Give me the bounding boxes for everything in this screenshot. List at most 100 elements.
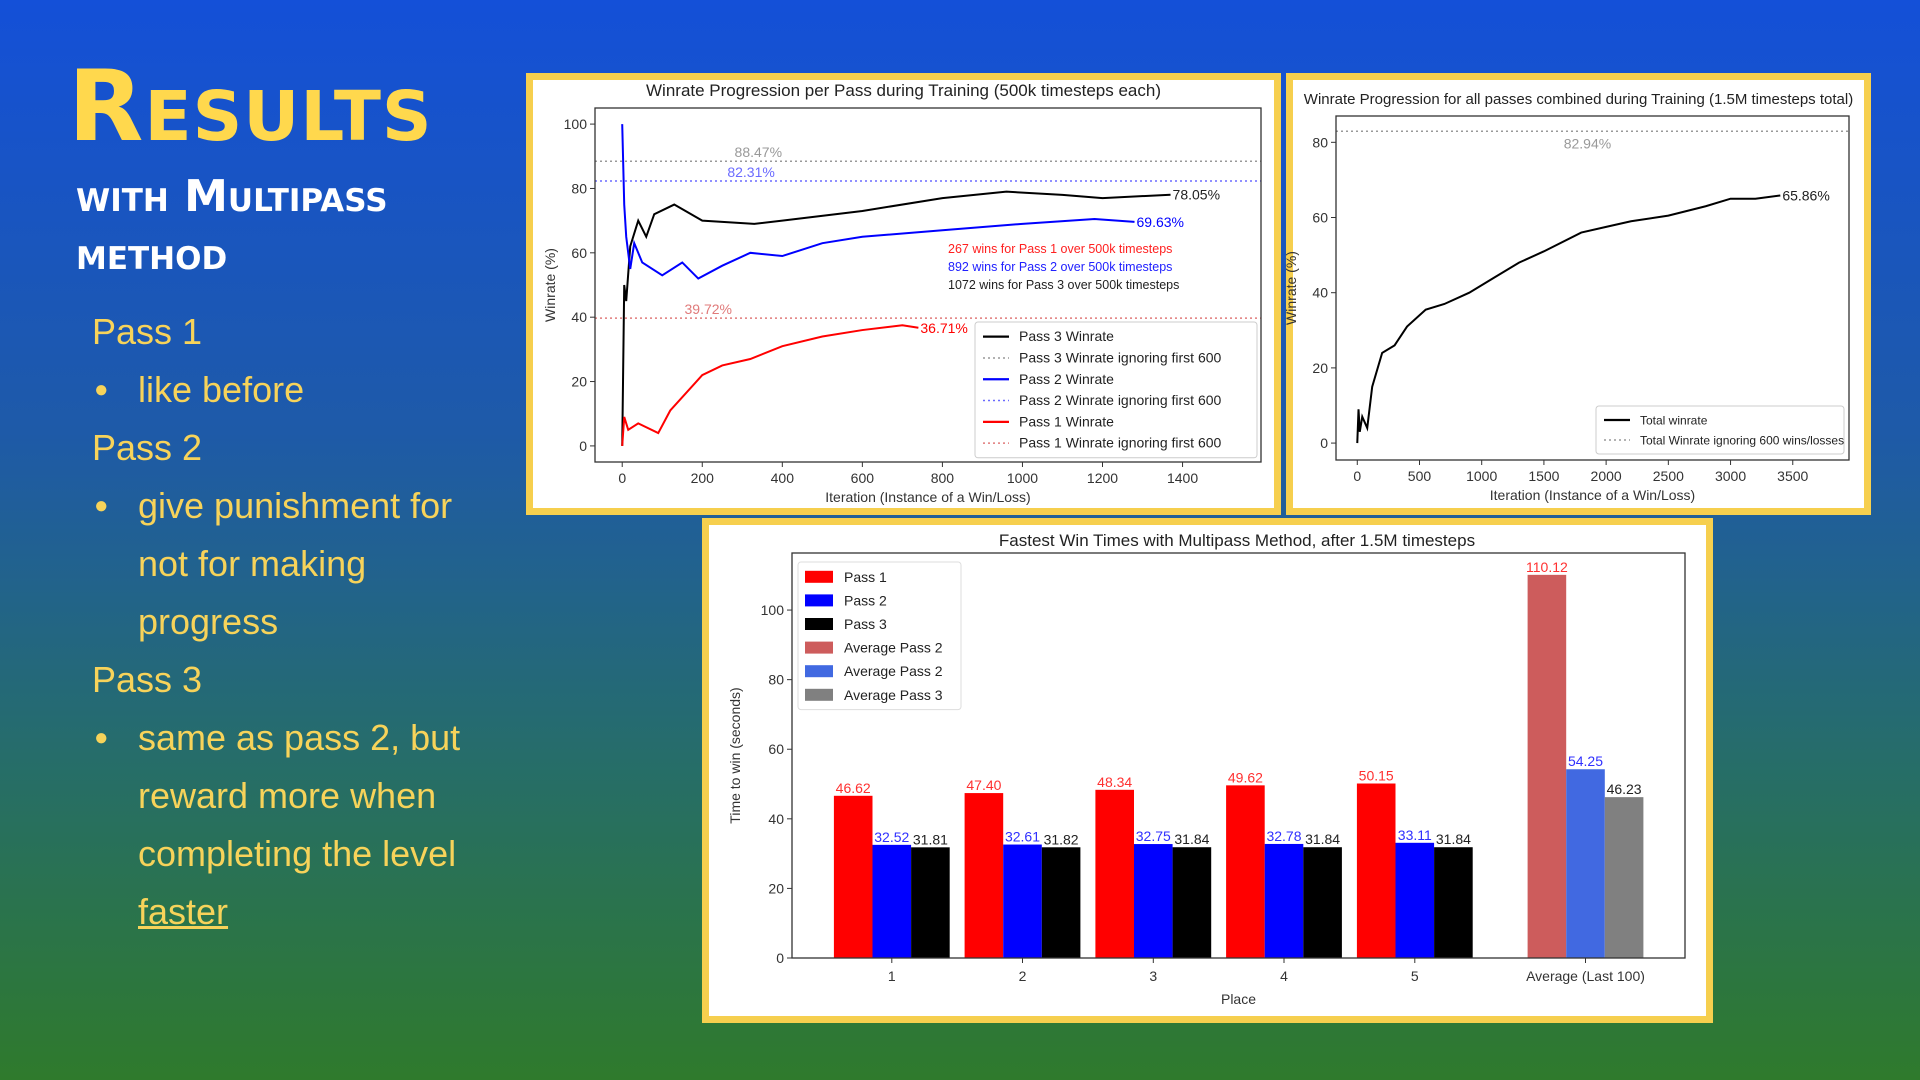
- chart-title: Winrate Progression for all passes combi…: [1304, 91, 1853, 108]
- bar-value-label: 54.25: [1568, 753, 1603, 769]
- legend-swatch: [805, 665, 833, 678]
- x-tick-label: 1500: [1528, 468, 1559, 484]
- x-axis-label: Iteration (Instance of a Win/Loss): [1490, 487, 1695, 503]
- bar-pass-3: [911, 847, 950, 958]
- legend-label: Pass 1 Winrate ignoring first 600: [1019, 435, 1222, 451]
- series-line-3: [621, 324, 919, 446]
- legend-label: Pass 1: [844, 569, 887, 585]
- y-tick-label: 60: [1312, 210, 1328, 226]
- reference-line-label: 82.94%: [1564, 135, 1611, 151]
- y-tick-label: 20: [571, 374, 587, 390]
- bar-pass-3: [1434, 847, 1473, 958]
- series-end-label: 78.05%: [1173, 187, 1220, 203]
- y-tick-label: 0: [776, 950, 784, 966]
- series-end-label: 65.86%: [1782, 187, 1829, 203]
- x-tick-label: 3500: [1777, 468, 1808, 484]
- legend-swatch: [805, 618, 833, 630]
- bar-value-label: 31.81: [913, 831, 948, 847]
- y-axis-label: Time to win (seconds): [727, 687, 743, 823]
- y-tick-label: 20: [768, 880, 784, 896]
- x-tick-label: 600: [851, 470, 875, 486]
- chart-title: Winrate Progression per Pass during Trai…: [646, 81, 1161, 100]
- bar-pass-1: [1095, 789, 1134, 958]
- x-tick-label: 800: [931, 470, 955, 486]
- legend-label: Average Pass 2: [844, 663, 943, 679]
- x-axis-label: Place: [1221, 991, 1256, 1007]
- bar-value-label: 31.84: [1436, 831, 1471, 847]
- y-tick-label: 80: [768, 672, 784, 688]
- pass-3-heading: Pass 3: [92, 659, 203, 700]
- faster-link[interactable]: faster: [138, 891, 229, 932]
- legend-swatch: [805, 570, 833, 583]
- y-tick-label: 0: [579, 438, 587, 454]
- legend-swatch: [805, 594, 833, 607]
- bar-value-label: 32.61: [1005, 829, 1040, 845]
- legend-label: Pass 2 Winrate ignoring first 600: [1019, 392, 1222, 408]
- pass-1-heading: Pass 1: [92, 311, 203, 352]
- y-axis-label: Winrate (%): [542, 248, 558, 322]
- legend-label: Pass 2 Winrate: [1019, 371, 1114, 387]
- y-tick-label: 80: [1312, 134, 1328, 150]
- bar-pass-2: [1134, 844, 1173, 958]
- bar-pass-2: [872, 844, 912, 958]
- y-tick-label: 80: [571, 180, 587, 196]
- series-end-label: 69.63%: [1137, 214, 1184, 230]
- y-tick-label: 20: [1312, 360, 1328, 376]
- legend-label: Pass 3 Winrate: [1019, 328, 1114, 344]
- bar-value-label: 32.52: [874, 829, 909, 845]
- bar-value-label: 31.84: [1305, 831, 1340, 847]
- bar-value-label: 50.15: [1359, 768, 1394, 784]
- legend-label: Total winrate: [1640, 414, 1708, 428]
- legend-label: Average Pass 2: [844, 640, 943, 656]
- x-tick-label: 4: [1280, 968, 1288, 984]
- x-tick-label: Average (Last 100): [1526, 968, 1645, 984]
- bar-value-label: 46.23: [1607, 781, 1642, 797]
- annotation-text: 1072 wins for Pass 3 over 500k timesteps: [948, 278, 1179, 292]
- x-tick-label: 2000: [1591, 468, 1622, 484]
- bar-pass-1: [964, 793, 1004, 958]
- bar-pass-1: [1226, 785, 1265, 958]
- bar-pass-2: [1003, 844, 1042, 958]
- series-line-2: [621, 124, 1135, 280]
- bar-value-label: 32.78: [1266, 828, 1301, 844]
- bar-value-label: 49.62: [1228, 769, 1263, 785]
- legend-box: [974, 321, 1258, 459]
- y-axis-label: Winrate (%): [1283, 251, 1299, 325]
- pass-2-bullet: ● give punishment for not for making prog…: [92, 477, 512, 651]
- bullet-icon: ●: [94, 492, 109, 519]
- x-tick-label: 3: [1149, 968, 1157, 984]
- reference-line-label: 88.47%: [735, 144, 782, 160]
- legend-box: [1595, 405, 1845, 455]
- x-tick-label: 200: [691, 470, 715, 486]
- plot-frame: [594, 107, 1262, 463]
- bar-pass-2: [1264, 843, 1304, 958]
- x-tick-label: 1000: [1466, 468, 1497, 484]
- x-tick-label: 2500: [1653, 468, 1684, 484]
- bullet-icon: ●: [94, 724, 109, 751]
- x-tick-label: 1: [888, 968, 896, 984]
- bar-value-label: 32.75: [1136, 828, 1171, 844]
- legend-swatch: [805, 688, 833, 701]
- x-tick-label: 1400: [1167, 470, 1198, 486]
- bar-average-pass-2: [1566, 769, 1605, 958]
- annotation-text: 892 wins for Pass 2 over 500k timesteps: [948, 260, 1172, 274]
- bar-value-label: 47.40: [966, 777, 1001, 793]
- y-tick-label: 40: [1312, 285, 1328, 301]
- notes-list: Pass 1 ● like before Pass 2 ● give punishm…: [92, 303, 512, 941]
- bullet-icon: ●: [94, 376, 109, 403]
- y-tick-label: 0: [1320, 435, 1328, 451]
- bar-value-label: 33.11: [1398, 827, 1432, 843]
- pass-3-bullet: ● same as pass 2, but reward more when co…: [92, 709, 512, 941]
- legend-label: Pass 3 Winrate ignoring first 600: [1019, 349, 1222, 365]
- legend-label: Pass 1 Winrate: [1019, 413, 1114, 429]
- plot-frame: [1335, 115, 1850, 461]
- x-tick-label: 0: [618, 470, 626, 486]
- bar-value-label: 110.12: [1526, 559, 1568, 575]
- legend-box: [797, 561, 962, 711]
- legend-label: Average Pass 3: [844, 687, 943, 703]
- bar-pass-1: [833, 795, 873, 958]
- y-tick-label: 40: [768, 811, 784, 827]
- pass-1-text: like before: [138, 369, 305, 410]
- y-tick-label: 100: [761, 602, 785, 618]
- bar-pass-3: [1303, 847, 1342, 958]
